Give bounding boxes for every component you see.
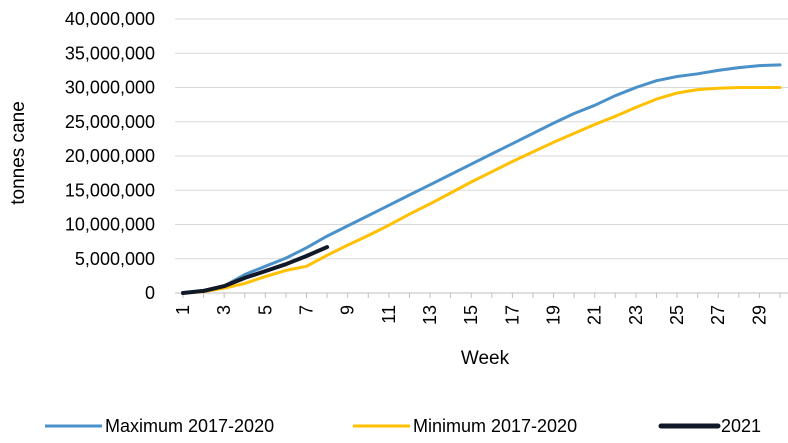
series-line-minimum-2017-2020 bbox=[181, 86, 782, 295]
x-tick-label: 11 bbox=[379, 305, 399, 324]
y-tick-label: 30,000,000 bbox=[65, 78, 155, 98]
series-lines bbox=[181, 63, 782, 295]
x-axis-ticks: 1 3 5 7 9 11 13 15 17 19 21 23 25 27 29 bbox=[173, 293, 781, 325]
legend-label: Minimum 2017-2020 bbox=[413, 416, 577, 436]
y-tick-label: 5,000,000 bbox=[75, 249, 155, 269]
y-tick-label: 25,000,000 bbox=[65, 112, 155, 132]
y-tick-label: 40,000,000 bbox=[65, 9, 155, 29]
y-axis-title: tonnes cane bbox=[8, 101, 29, 205]
x-axis-title: Week bbox=[461, 348, 510, 369]
x-tick-label: 29 bbox=[749, 305, 769, 325]
y-axis-ticks: 0 5,000,000 10,000,000 15,000,000 20,000,000… bbox=[65, 9, 155, 303]
x-tick-label: 9 bbox=[338, 305, 358, 315]
y-tick-label: 15,000,000 bbox=[65, 180, 155, 200]
x-tick-label: 17 bbox=[502, 305, 522, 325]
x-tick-label: 23 bbox=[626, 305, 646, 325]
legend: Maximum 2017-2020 Minimum 2017-2020 2021 bbox=[45, 416, 761, 436]
x-tick-label: 15 bbox=[461, 305, 481, 325]
x-tick-label: 21 bbox=[585, 305, 605, 325]
x-tick-label: 1 bbox=[173, 305, 193, 315]
x-tick-label: 25 bbox=[667, 305, 687, 325]
x-tick-label: 13 bbox=[420, 305, 440, 325]
x-tick-label: 7 bbox=[297, 305, 317, 315]
legend-label: Maximum 2017-2020 bbox=[105, 416, 274, 436]
legend-label: 2021 bbox=[721, 416, 761, 436]
x-tick-label: 27 bbox=[708, 305, 728, 325]
x-tick-label: 5 bbox=[255, 305, 275, 315]
series-line-2021 bbox=[181, 245, 330, 295]
x-tick-label: 3 bbox=[214, 305, 234, 315]
x-tick-label: 19 bbox=[544, 305, 564, 325]
y-tick-label: 10,000,000 bbox=[65, 215, 155, 235]
y-tick-label: 20,000,000 bbox=[65, 146, 155, 166]
y-tick-label: 35,000,000 bbox=[65, 43, 155, 63]
y-tick-label: 0 bbox=[145, 283, 155, 303]
series-line-maximum-2017-2020 bbox=[181, 63, 782, 295]
grid-lines bbox=[175, 18, 788, 260]
